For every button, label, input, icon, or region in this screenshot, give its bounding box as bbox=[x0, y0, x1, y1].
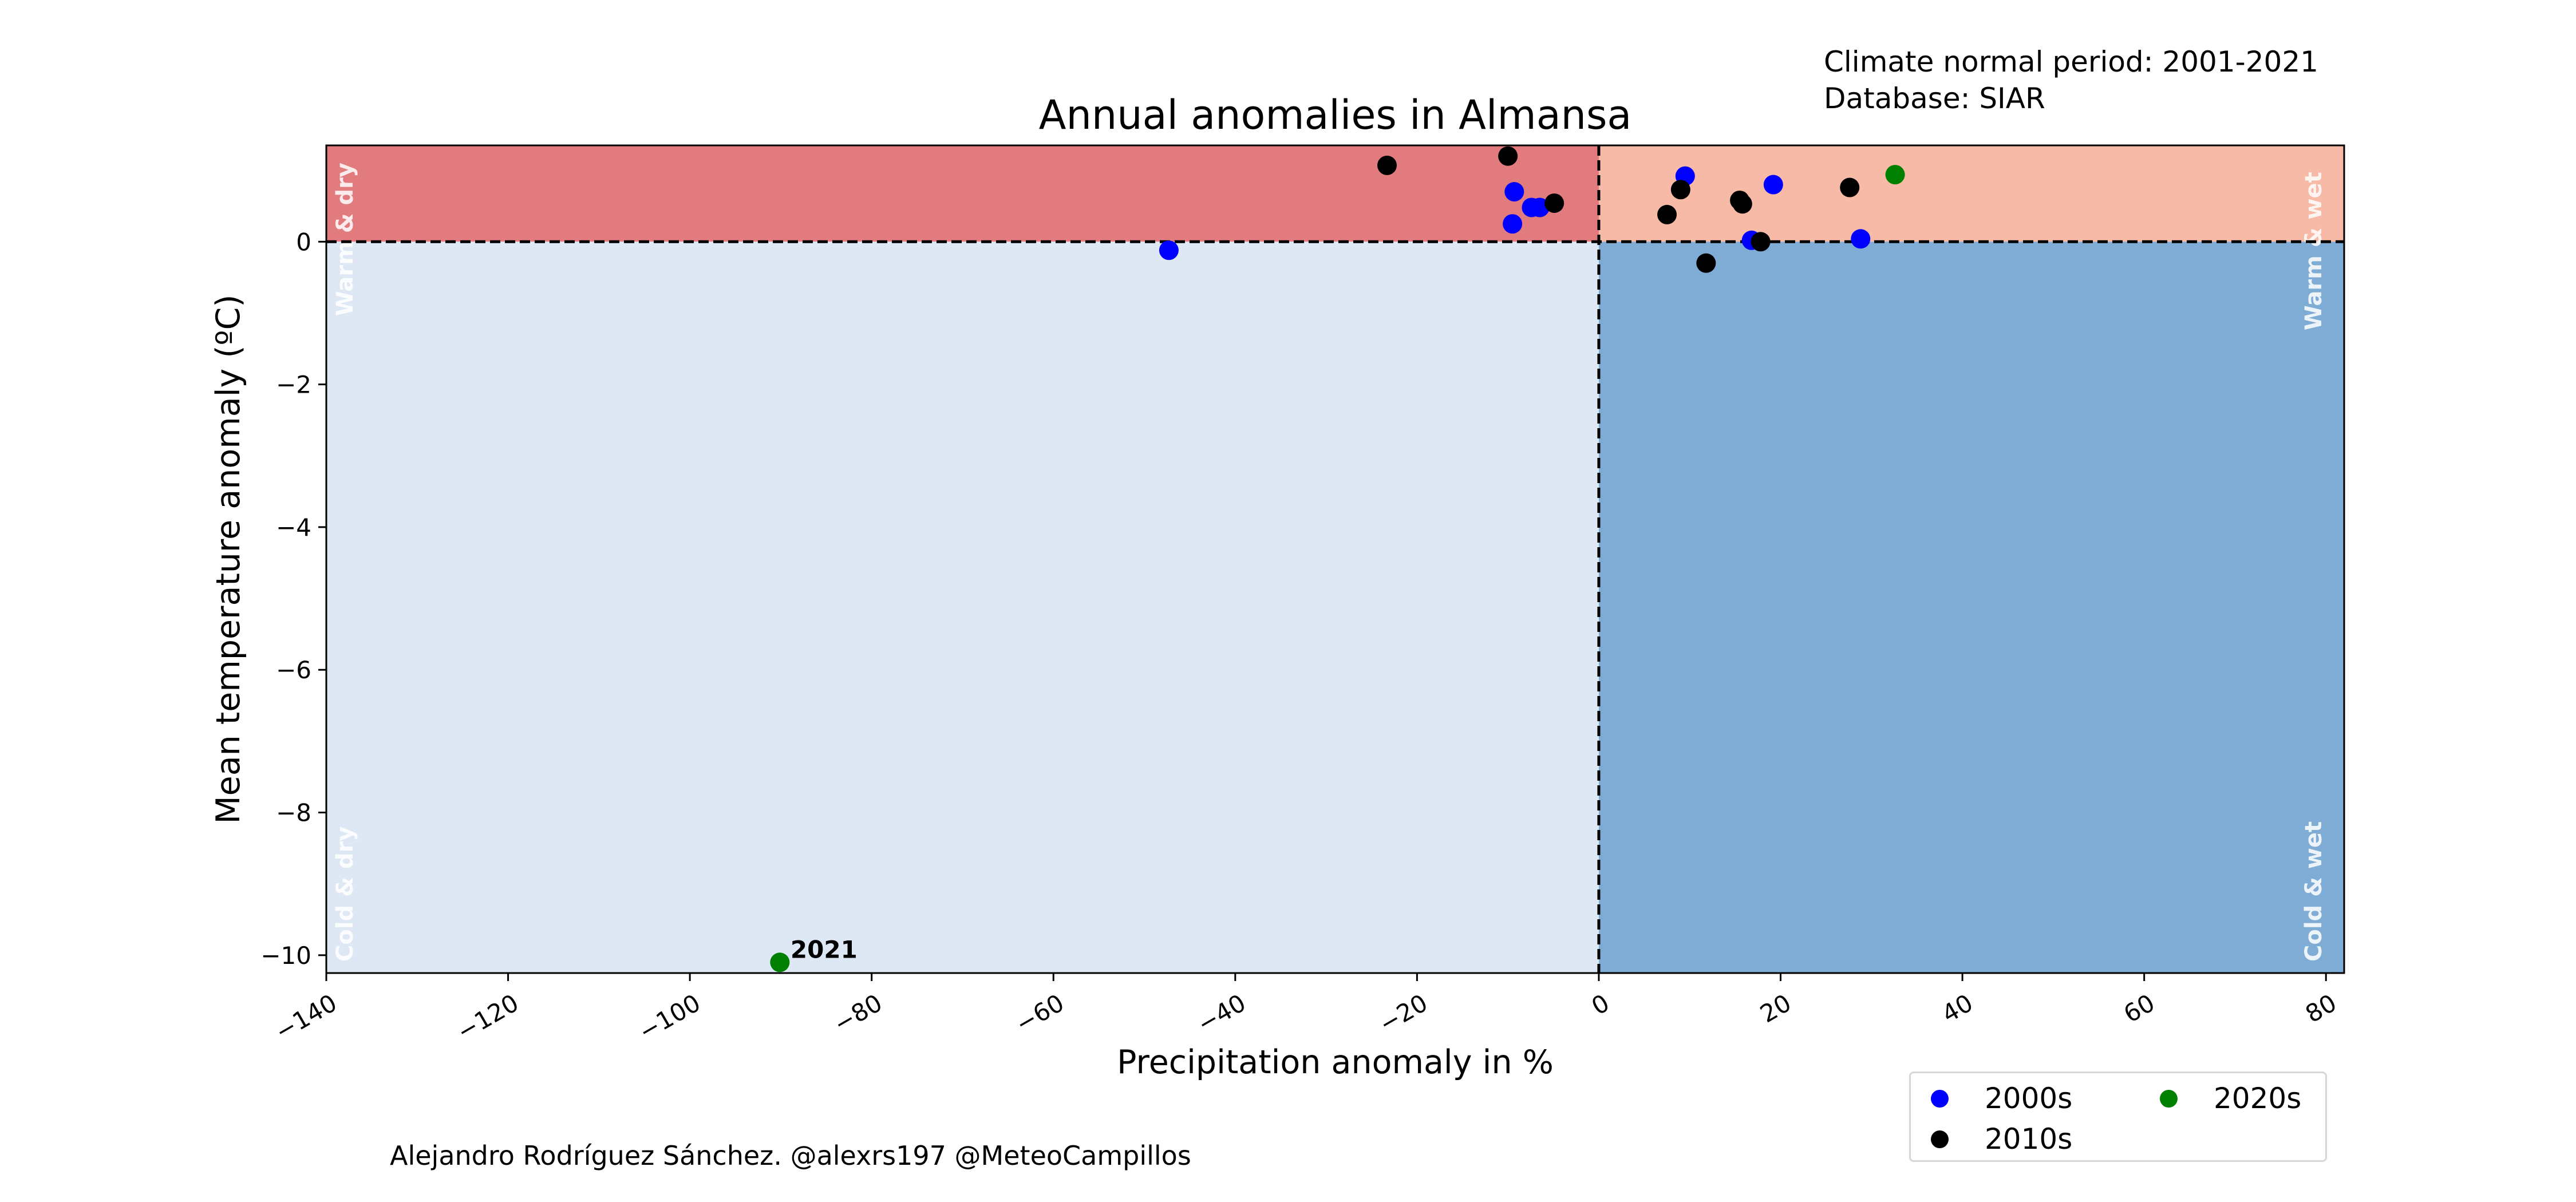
reference-lines bbox=[326, 145, 2344, 973]
legend-label-2010s: 2010s bbox=[1985, 1122, 2073, 1156]
quadrant-warm-wet bbox=[1598, 145, 2344, 242]
quadrant-label-cold-wet: Cold & wet bbox=[2301, 821, 2327, 962]
y-tick-label-4: −8 bbox=[276, 799, 311, 827]
point-2000s-2 bbox=[1503, 214, 1523, 234]
point-2000s-8 bbox=[1851, 229, 1871, 249]
x-tick-label-6: −20 bbox=[1374, 989, 1432, 1038]
chart-info: Climate normal period: 2001-2021 Databas… bbox=[1824, 44, 2318, 117]
quadrant-label-cold-dry: Cold & dry bbox=[332, 827, 358, 962]
x-tick-label-2: −100 bbox=[634, 989, 705, 1046]
point-2010s-9 bbox=[1840, 177, 1860, 197]
x-tick-label-11: 80 bbox=[2301, 989, 2341, 1028]
quadrant-layer bbox=[326, 145, 2344, 974]
legend-item-2010s: 2010s bbox=[1911, 1122, 2072, 1156]
database-text: Database: SIAR bbox=[1824, 82, 2045, 115]
x-tick-label-7: 0 bbox=[1587, 989, 1614, 1021]
quadrant-cold-dry bbox=[326, 242, 1599, 974]
quadrant-label-layer: Warm & dry Warm & wet Cold & dry Cold & wet bbox=[332, 163, 2327, 962]
legend-label-2000s: 2000s bbox=[1985, 1082, 2073, 1115]
point-2010s-0 bbox=[1377, 155, 1397, 175]
quadrant-label-warm-wet: Warm & wet bbox=[2301, 172, 2327, 330]
normal-period-text: Climate normal period: 2001-2021 bbox=[1824, 45, 2318, 78]
quadrant-cold-wet bbox=[1598, 242, 2344, 974]
x-tick-label-1: −120 bbox=[452, 989, 523, 1046]
x-tick-label-8: 20 bbox=[1755, 989, 1796, 1028]
legend-marker-2010s bbox=[1931, 1130, 1949, 1148]
legend: 2000s 2010s 2020s bbox=[1909, 1071, 2327, 1162]
point-2020s-0 bbox=[1885, 165, 1905, 185]
chart-title: Annual anomalies in Almansa bbox=[1039, 92, 1632, 139]
point-2010s-2 bbox=[1544, 193, 1564, 213]
y-tick-label-0: 0 bbox=[296, 228, 311, 256]
x-tick-label-3: −80 bbox=[829, 989, 887, 1038]
x-tick-label-9: 40 bbox=[1937, 989, 1978, 1028]
quadrant-label-warm-dry: Warm & dry bbox=[332, 163, 358, 316]
y-tick-label-2: −4 bbox=[276, 513, 311, 541]
annotation-label-2021: 2021 bbox=[791, 935, 858, 963]
y-axis-label: Mean temperature anomaly (ºC) bbox=[210, 294, 247, 824]
annotations: 2021 bbox=[791, 935, 858, 963]
point-2010s-4 bbox=[1670, 180, 1690, 200]
y-tick-label-5: −10 bbox=[260, 942, 311, 970]
data-points bbox=[770, 146, 1905, 972]
point-2010s-1 bbox=[1498, 146, 1518, 166]
point-2010s-8 bbox=[1751, 232, 1771, 252]
quadrant-warm-dry bbox=[326, 145, 1599, 242]
legend-marker-2020s bbox=[2160, 1089, 2178, 1108]
legend-marker-2000s bbox=[1931, 1089, 1949, 1108]
point-2020s-1 bbox=[770, 952, 790, 972]
x-tick-label-10: 60 bbox=[2119, 989, 2159, 1028]
point-2000s-7 bbox=[1763, 175, 1783, 195]
y-tick-label-1: −2 bbox=[276, 371, 311, 399]
x-tick-label-0: −140 bbox=[270, 989, 341, 1046]
y-axis-ticks: 0 −2 −4 −6 −8 −10 bbox=[260, 228, 326, 970]
legend-item-2000s: 2000s bbox=[1911, 1081, 2072, 1116]
x-axis-label: Precipitation anomaly in % bbox=[1117, 1043, 1554, 1081]
point-2000s-1 bbox=[1504, 182, 1524, 202]
x-axis-ticks: −140 −120 −100 −80 −60 −40 −20 0 20 40 60 80 bbox=[270, 973, 2341, 1046]
x-tick-label-5: −40 bbox=[1192, 989, 1250, 1038]
plot-frame bbox=[325, 144, 2345, 974]
legend-label-2020s: 2020s bbox=[2214, 1082, 2302, 1115]
point-2010s-3 bbox=[1657, 204, 1677, 224]
author-credit: Alejandro Rodríguez Sánchez. @alexrs197 … bbox=[390, 1140, 1191, 1171]
x-tick-label-4: −60 bbox=[1011, 989, 1069, 1038]
point-2010s-7 bbox=[1732, 194, 1752, 214]
legend-item-2020s: 2020s bbox=[2140, 1081, 2301, 1116]
point-2000s-0 bbox=[1159, 240, 1179, 260]
y-tick-label-3: −6 bbox=[276, 656, 311, 684]
point-2010s-5 bbox=[1696, 253, 1716, 273]
